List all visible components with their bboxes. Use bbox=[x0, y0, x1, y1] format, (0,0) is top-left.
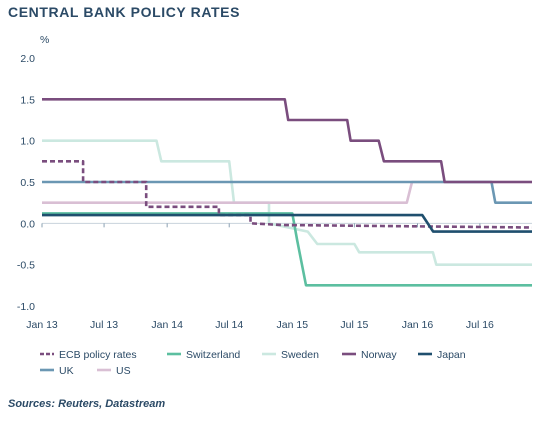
series-line-uk bbox=[42, 180, 532, 204]
y-tick-label: 2.0 bbox=[20, 53, 35, 65]
y-tick-label: 1.0 bbox=[20, 136, 35, 148]
x-tick-label: Jan 14 bbox=[151, 319, 183, 331]
y-axis: 2.0 1.5 1.0 0.5 0.0 -0.5 -1.0 bbox=[17, 53, 35, 313]
x-tick-label: Jan 13 bbox=[26, 319, 58, 331]
x-tick-label: Jan 15 bbox=[277, 319, 309, 331]
x-tick-label: Jul 13 bbox=[90, 319, 118, 331]
legend-label: ECB policy rates bbox=[59, 349, 137, 361]
x-tick-label: Jul 14 bbox=[215, 319, 243, 331]
y-tick-label: 1.5 bbox=[20, 94, 35, 106]
y-axis-label: % bbox=[40, 34, 49, 46]
legend-label: UK bbox=[59, 365, 74, 377]
legend-label: Switzerland bbox=[186, 349, 240, 361]
legend-label: US bbox=[116, 365, 131, 377]
x-tick-label: Jul 15 bbox=[340, 319, 368, 331]
y-tick-label: -0.5 bbox=[17, 260, 35, 272]
legend-label: Norway bbox=[361, 349, 397, 361]
y-tick-label: 0.0 bbox=[20, 218, 35, 230]
series-lines bbox=[42, 98, 533, 287]
legend-label: Japan bbox=[437, 349, 466, 361]
series-line-sweden bbox=[42, 139, 532, 267]
x-axis: Jan 13 Jul 13 Jan 14 Jul 14 Jan 15 Jul 15 Jan … bbox=[26, 223, 494, 331]
legend: ECB policy rates Switzerland Sweden Norway J… bbox=[40, 349, 466, 377]
legend-label: Sweden bbox=[281, 349, 319, 361]
y-tick-label: -1.0 bbox=[17, 301, 35, 313]
chart-title: CENTRAL BANK POLICY RATES bbox=[8, 4, 241, 20]
series-line-japan bbox=[42, 213, 532, 233]
x-tick-label: Jan 16 bbox=[402, 319, 434, 331]
series-line-switzerland bbox=[42, 212, 532, 287]
y-tick-label: 0.5 bbox=[20, 177, 35, 189]
series-line-us bbox=[42, 180, 532, 204]
series-line-ecb-policy-rates bbox=[42, 160, 533, 229]
source-note: Sources: Reuters, Datastream bbox=[8, 398, 166, 410]
x-tick-label: Jul 16 bbox=[466, 319, 494, 331]
series-line-norway bbox=[42, 98, 532, 184]
